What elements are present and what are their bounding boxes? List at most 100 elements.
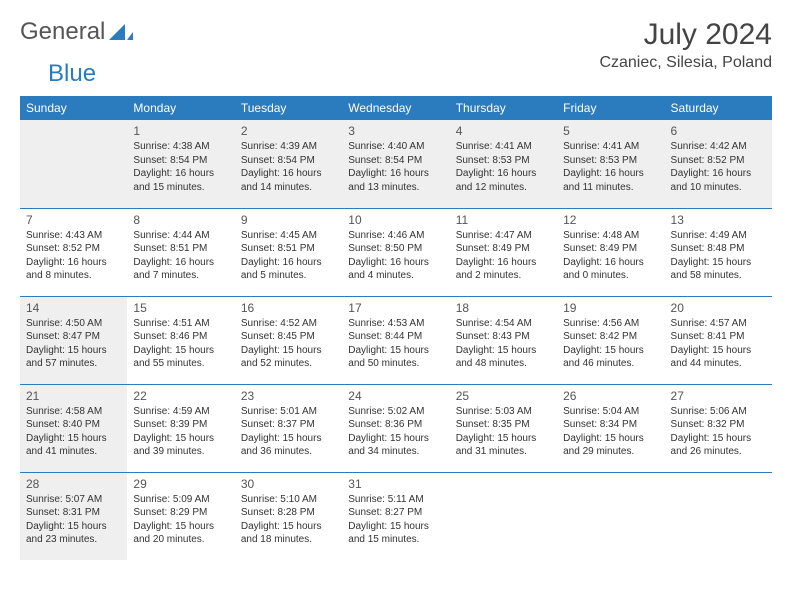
day-number: 7 bbox=[26, 213, 121, 227]
sunrise-text: Sunrise: 4:59 AM bbox=[133, 405, 228, 419]
sunrise-text: Sunrise: 4:43 AM bbox=[26, 229, 121, 243]
calendar-cell: 14Sunrise: 4:50 AMSunset: 8:47 PMDayligh… bbox=[20, 296, 127, 384]
week-row: 7Sunrise: 4:43 AMSunset: 8:52 PMDaylight… bbox=[20, 208, 772, 296]
calendar-cell: 27Sunrise: 5:06 AMSunset: 8:32 PMDayligh… bbox=[665, 384, 772, 472]
day-number: 25 bbox=[456, 389, 551, 403]
sunrise-text: Sunrise: 4:39 AM bbox=[241, 140, 336, 154]
sunrise-text: Sunrise: 4:47 AM bbox=[456, 229, 551, 243]
daylight-text: Daylight: 16 hours and 11 minutes. bbox=[563, 167, 658, 194]
calendar-cell bbox=[557, 472, 664, 560]
day-number: 27 bbox=[671, 389, 766, 403]
day-info: Sunrise: 4:54 AMSunset: 8:43 PMDaylight:… bbox=[456, 317, 551, 371]
sunrise-text: Sunrise: 4:48 AM bbox=[563, 229, 658, 243]
calendar-cell: 10Sunrise: 4:46 AMSunset: 8:50 PMDayligh… bbox=[342, 208, 449, 296]
sunset-text: Sunset: 8:40 PM bbox=[26, 418, 121, 432]
calendar-cell: 29Sunrise: 5:09 AMSunset: 8:29 PMDayligh… bbox=[127, 472, 234, 560]
sunrise-text: Sunrise: 4:46 AM bbox=[348, 229, 443, 243]
day-info: Sunrise: 4:44 AMSunset: 8:51 PMDaylight:… bbox=[133, 229, 228, 283]
daylight-text: Daylight: 16 hours and 13 minutes. bbox=[348, 167, 443, 194]
daylight-text: Daylight: 15 hours and 18 minutes. bbox=[241, 520, 336, 547]
calendar-cell: 5Sunrise: 4:41 AMSunset: 8:53 PMDaylight… bbox=[557, 120, 664, 208]
daylight-text: Daylight: 15 hours and 34 minutes. bbox=[348, 432, 443, 459]
day-header-tue: Tuesday bbox=[235, 96, 342, 120]
sunset-text: Sunset: 8:49 PM bbox=[563, 242, 658, 256]
calendar-cell: 26Sunrise: 5:04 AMSunset: 8:34 PMDayligh… bbox=[557, 384, 664, 472]
daylight-text: Daylight: 16 hours and 15 minutes. bbox=[133, 167, 228, 194]
day-number: 22 bbox=[133, 389, 228, 403]
logo-sail-icon bbox=[109, 22, 133, 42]
daylight-text: Daylight: 16 hours and 7 minutes. bbox=[133, 256, 228, 283]
day-number: 13 bbox=[671, 213, 766, 227]
daylight-text: Daylight: 16 hours and 5 minutes. bbox=[241, 256, 336, 283]
calendar-cell: 25 Sunrise: 5:03 AMSunset: 8:35 PMDayligh… bbox=[450, 384, 557, 472]
calendar-cell: 3Sunrise: 4:40 AMSunset: 8:54 PMDaylight… bbox=[342, 120, 449, 208]
sunrise-text: Sunrise: 4:52 AM bbox=[241, 317, 336, 331]
calendar-cell: 16 Sunrise: 4:52 AMSunset: 8:45 PMDayligh… bbox=[235, 296, 342, 384]
day-info: Sunrise: 4:38 AMSunset: 8:54 PMDaylight:… bbox=[133, 140, 228, 194]
week-row: 21Sunrise: 4:58 AMSunset: 8:40 PMDayligh… bbox=[20, 384, 772, 472]
day-info: Sunrise: 4:49 AMSunset: 8:48 PMDaylight:… bbox=[671, 229, 766, 283]
calendar-cell: 17Sunrise: 4:53 AMSunset: 8:44 PMDayligh… bbox=[342, 296, 449, 384]
calendar-cell: 1Sunrise: 4:38 AMSunset: 8:54 PMDaylight… bbox=[127, 120, 234, 208]
day-info: Sunrise: 4:47 AMSunset: 8:49 PMDaylight:… bbox=[456, 229, 551, 283]
day-number: 16 bbox=[241, 301, 336, 315]
day-number: 24 bbox=[348, 389, 443, 403]
day-info: Sunrise: 4:52 AMSunset: 8:45 PMDaylight:… bbox=[241, 317, 336, 371]
day-info: Sunrise: 4:39 AMSunset: 8:54 PMDaylight:… bbox=[241, 140, 336, 194]
logo-text-gray: General bbox=[20, 18, 105, 46]
day-header-fri: Friday bbox=[557, 96, 664, 120]
calendar-cell: 20Sunrise: 4:57 AMSunset: 8:41 PMDayligh… bbox=[665, 296, 772, 384]
sunset-text: Sunset: 8:42 PM bbox=[563, 330, 658, 344]
sunrise-text: Sunrise: 4:40 AM bbox=[348, 140, 443, 154]
sunrise-text: Sunrise: 4:45 AM bbox=[241, 229, 336, 243]
sunset-text: Sunset: 8:28 PM bbox=[241, 506, 336, 520]
sunset-text: Sunset: 8:46 PM bbox=[133, 330, 228, 344]
week-row: 14Sunrise: 4:50 AMSunset: 8:47 PMDayligh… bbox=[20, 296, 772, 384]
sunrise-text: Sunrise: 5:04 AM bbox=[563, 405, 658, 419]
daylight-text: Daylight: 15 hours and 44 minutes. bbox=[671, 344, 766, 371]
calendar-cell: 24 Sunrise: 5:02 AMSunset: 8:36 PMDayligh… bbox=[342, 384, 449, 472]
daylight-text: Daylight: 15 hours and 48 minutes. bbox=[456, 344, 551, 371]
daylight-text: Daylight: 16 hours and 14 minutes. bbox=[241, 167, 336, 194]
sunrise-text: Sunrise: 4:41 AM bbox=[456, 140, 551, 154]
sunrise-text: Sunrise: 4:54 AM bbox=[456, 317, 551, 331]
sunset-text: Sunset: 8:48 PM bbox=[671, 242, 766, 256]
daylight-text: Daylight: 15 hours and 55 minutes. bbox=[133, 344, 228, 371]
logo-text-blue: Blue bbox=[48, 60, 96, 87]
sunset-text: Sunset: 8:50 PM bbox=[348, 242, 443, 256]
calendar-cell: 9Sunrise: 4:45 AMSunset: 8:51 PMDaylight… bbox=[235, 208, 342, 296]
sunset-text: Sunset: 8:34 PM bbox=[563, 418, 658, 432]
sunset-text: Sunset: 8:35 PM bbox=[456, 418, 551, 432]
sunrise-text: Sunrise: 4:49 AM bbox=[671, 229, 766, 243]
day-header-thu: Thursday bbox=[450, 96, 557, 120]
day-info: Sunrise: 5:02 AMSunset: 8:36 PMDaylight:… bbox=[348, 405, 443, 459]
calendar-cell: 28Sunrise: 5:07 AMSunset: 8:31 PMDayligh… bbox=[20, 472, 127, 560]
day-info: Sunrise: 4:50 AMSunset: 8:47 PMDaylight:… bbox=[26, 317, 121, 371]
sunrise-text: Sunrise: 5:03 AM bbox=[456, 405, 551, 419]
day-header-sat: Saturday bbox=[665, 96, 772, 120]
day-number: 3 bbox=[348, 124, 443, 138]
sunrise-text: Sunrise: 5:07 AM bbox=[26, 493, 121, 507]
page: General July 2024 Czaniec, Silesia, Pola… bbox=[0, 0, 792, 570]
day-info: Sunrise: 4:41 AMSunset: 8:53 PMDaylight:… bbox=[456, 140, 551, 194]
logo: General bbox=[20, 18, 133, 46]
day-number: 17 bbox=[348, 301, 443, 315]
day-info: Sunrise: 4:59 AMSunset: 8:39 PMDaylight:… bbox=[133, 405, 228, 459]
sunrise-text: Sunrise: 4:51 AM bbox=[133, 317, 228, 331]
sunset-text: Sunset: 8:29 PM bbox=[133, 506, 228, 520]
day-number: 5 bbox=[563, 124, 658, 138]
daylight-text: Daylight: 16 hours and 10 minutes. bbox=[671, 167, 766, 194]
daylight-text: Daylight: 15 hours and 20 minutes. bbox=[133, 520, 228, 547]
day-number: 31 bbox=[348, 477, 443, 491]
sunrise-text: Sunrise: 4:58 AM bbox=[26, 405, 121, 419]
daylight-text: Daylight: 15 hours and 46 minutes. bbox=[563, 344, 658, 371]
calendar-cell: 23Sunrise: 5:01 AMSunset: 8:37 PMDayligh… bbox=[235, 384, 342, 472]
sunset-text: Sunset: 8:53 PM bbox=[563, 154, 658, 168]
day-info: Sunrise: 5:07 AMSunset: 8:31 PMDaylight:… bbox=[26, 493, 121, 547]
day-info: Sunrise: 5:10 AMSunset: 8:28 PMDaylight:… bbox=[241, 493, 336, 547]
day-number: 30 bbox=[241, 477, 336, 491]
sunrise-text: Sunrise: 4:56 AM bbox=[563, 317, 658, 331]
day-info: Sunrise: 5:03 AMSunset: 8:35 PMDaylight:… bbox=[456, 405, 551, 459]
sunrise-text: Sunrise: 4:57 AM bbox=[671, 317, 766, 331]
calendar-cell: 11Sunrise: 4:47 AMSunset: 8:49 PMDayligh… bbox=[450, 208, 557, 296]
